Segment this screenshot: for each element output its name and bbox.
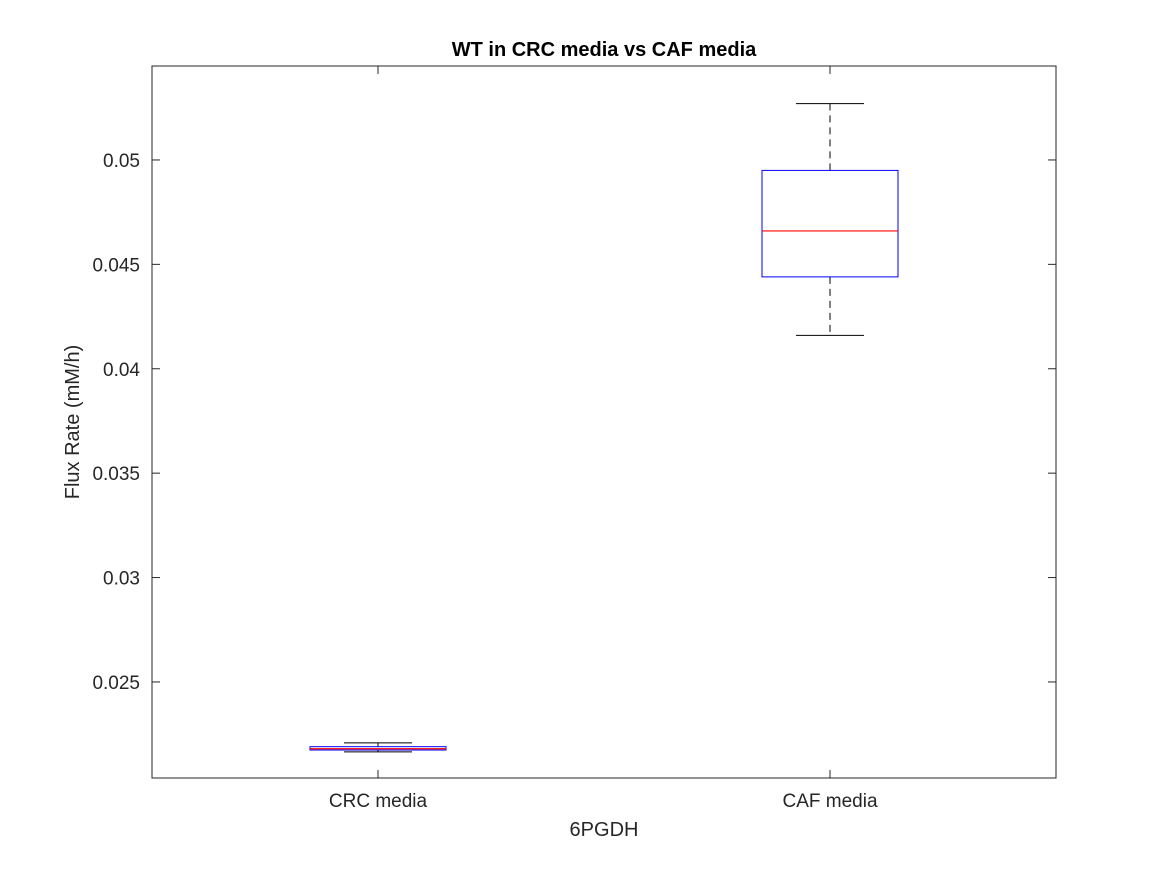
y-axis: 0.025 0.03 0.035 0.04 0.045 0.05 (92, 151, 1056, 694)
box-1 (309, 742, 447, 753)
box-iqr (761, 169, 899, 278)
x-axis: CRC media CAF media (329, 66, 878, 812)
y-tick-label: 0.035 (92, 464, 140, 485)
x-axis-label: 6PGDH (570, 819, 639, 841)
box-2 (761, 103, 899, 336)
y-axis-label: Flux Rate (mM/h) (62, 345, 84, 499)
box-series (309, 103, 899, 753)
y-tick-label: 0.05 (103, 151, 140, 172)
y-tick-label: 0.04 (103, 360, 140, 381)
y-tick-label: 0.045 (92, 255, 140, 276)
chart-title: WT in CRC media vs CAF media (452, 39, 757, 61)
y-tick-label: 0.025 (92, 673, 140, 694)
y-tick-label: 0.03 (103, 569, 140, 590)
x-tick-label: CAF media (782, 791, 877, 812)
plot-area-frame (151, 65, 1057, 779)
x-tick-label: CRC media (329, 791, 428, 812)
